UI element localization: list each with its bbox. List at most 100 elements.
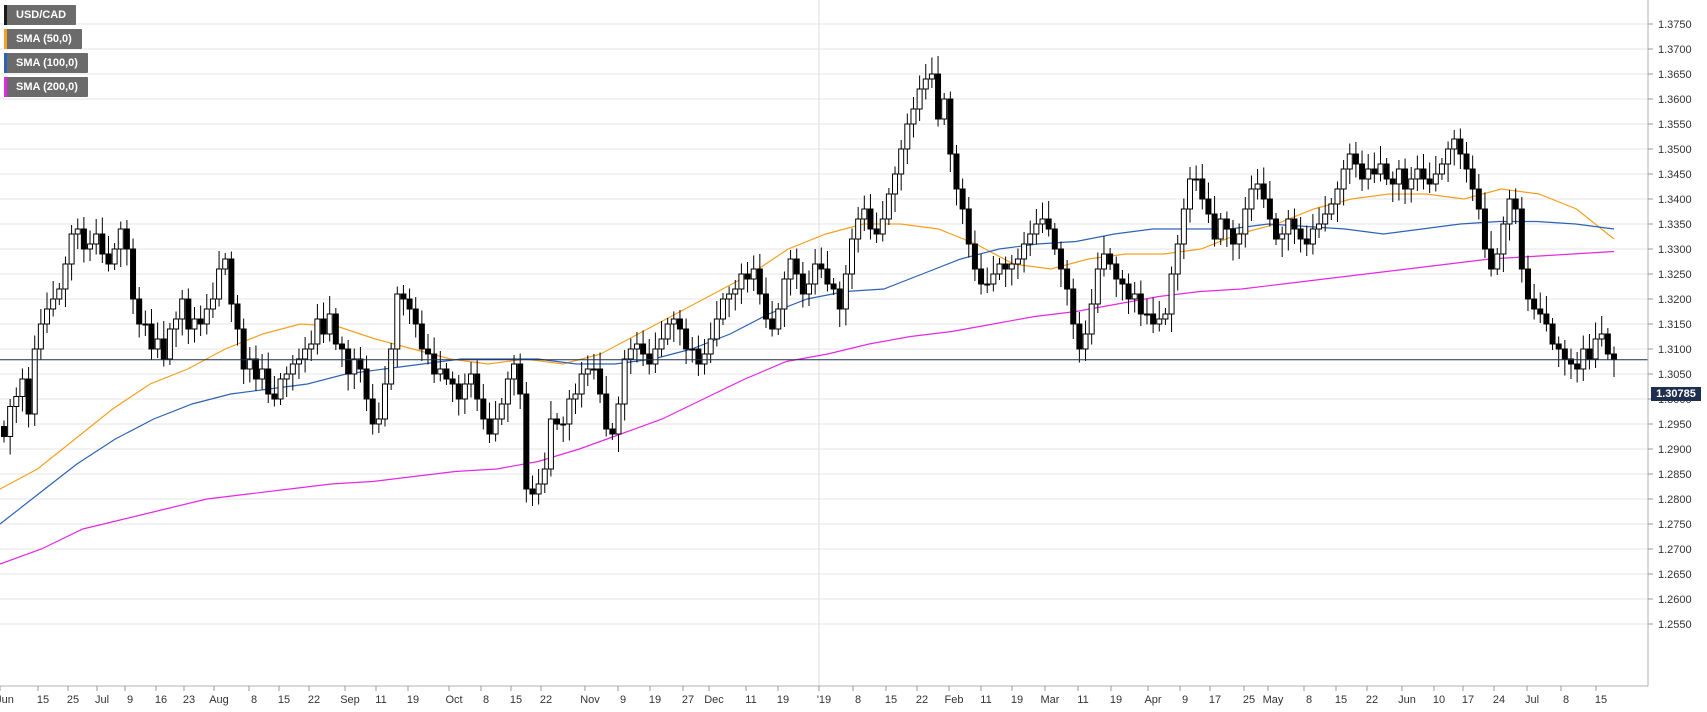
candle (1076, 312, 1083, 363)
candle-body-down (1057, 248, 1064, 270)
x-tick-label: 25 (1243, 694, 1255, 706)
x-tick-label: 9 (127, 694, 133, 706)
candle-body-down (1125, 283, 1132, 300)
candle-body-down (1002, 263, 1009, 270)
candle-body-down (1512, 198, 1519, 210)
candle (1291, 208, 1298, 244)
candle (1611, 346, 1617, 377)
legend-item-sma-200[interactable]: SMA (200,0) (4, 77, 88, 97)
candle (222, 253, 229, 275)
x-tick-label: 11 (1077, 694, 1088, 706)
candle (873, 212, 880, 243)
candle (529, 475, 536, 506)
candle (1322, 196, 1329, 232)
candle-body-up (1432, 173, 1439, 185)
candle (1186, 167, 1193, 223)
candle (265, 352, 272, 403)
candle (369, 384, 376, 435)
legend-swatch (4, 29, 7, 49)
candle (1389, 171, 1396, 202)
candle-body-down (1260, 183, 1267, 200)
candle-body-down (1611, 353, 1617, 360)
candle (695, 335, 702, 376)
candle-body-up (1236, 233, 1243, 245)
candle (1328, 198, 1335, 220)
candle (1199, 164, 1206, 210)
x-tick-label: Mar (1041, 694, 1060, 706)
candle (7, 399, 14, 455)
candle-body-up (590, 368, 597, 371)
candle-body-down (1518, 208, 1525, 270)
candle (523, 382, 530, 503)
candle-body-down (332, 313, 339, 345)
candle (971, 230, 978, 281)
legend-item-usdcad[interactable]: USD/CAD (4, 5, 77, 25)
candle-body-up (492, 418, 499, 435)
y-tick-label: 1.3100 (1658, 344, 1692, 356)
candle (486, 402, 493, 443)
legend-item-sma-50[interactable]: SMA (50,0) (4, 29, 82, 49)
candle (664, 318, 671, 345)
candle (142, 310, 149, 336)
candle (1064, 260, 1071, 306)
candle-body-down (486, 418, 493, 435)
y-tick-label: 1.2700 (1658, 544, 1692, 556)
candle-body-down (1273, 218, 1280, 240)
candle-body-up (351, 358, 358, 375)
candle (1014, 248, 1021, 279)
x-tick-label: 22 (308, 694, 320, 706)
candle (375, 402, 382, 433)
candle-body-up (222, 258, 229, 270)
candle (713, 301, 720, 347)
candle-body-down (959, 188, 966, 210)
legend: USD/CAD SMA (50,0) SMA (100,0) SMA (200,… (4, 5, 88, 101)
y-tick-label: 1.3150 (1658, 319, 1692, 331)
candle-body-down (1359, 163, 1366, 180)
candle (474, 360, 481, 411)
x-tick-label: '19 (817, 694, 831, 706)
candle-body-down (1402, 168, 1409, 190)
candle-body-up (885, 193, 892, 220)
candle (74, 218, 81, 249)
candle (1426, 162, 1433, 193)
x-tick-label: 15 (1335, 694, 1347, 706)
candle (603, 376, 610, 437)
candle (646, 339, 653, 375)
x-tick-label: 8 (1563, 694, 1569, 706)
candle (885, 188, 892, 225)
candle (1082, 320, 1089, 361)
candle-body-up (259, 368, 266, 380)
candle-body-up (1365, 168, 1372, 180)
candle-body-down (234, 303, 241, 330)
candle-body-up (1346, 153, 1353, 170)
x-tick-label: Aug (209, 694, 229, 706)
candle (209, 282, 216, 318)
candle (1193, 165, 1200, 191)
legend-item-sma-100[interactable]: SMA (100,0) (4, 53, 88, 73)
candle-body-up (394, 293, 401, 350)
candle-body-up (277, 378, 284, 400)
candle (1334, 181, 1341, 222)
candle (31, 335, 38, 426)
candle-body-up (1414, 168, 1421, 180)
candle-body-up (1598, 333, 1605, 340)
candle-body-up (787, 258, 794, 280)
candle-body-up (1248, 188, 1255, 210)
candle-body-down (1488, 248, 1495, 270)
candle-body-down (609, 428, 616, 435)
candle-body-down (517, 363, 524, 395)
candle-body-down (474, 373, 481, 400)
y-tick-label: 1.3050 (1658, 369, 1692, 381)
candle-body-down (406, 298, 413, 310)
candle-body-up (664, 323, 671, 340)
candle-body-up (1328, 203, 1335, 215)
candle (160, 321, 167, 367)
candle (1346, 143, 1353, 184)
candle-body-up (990, 273, 997, 285)
sma-50-line (0, 188, 1615, 490)
candle-body-up (713, 318, 720, 340)
candle (1451, 130, 1458, 166)
candle (584, 355, 591, 386)
candle (892, 166, 899, 212)
